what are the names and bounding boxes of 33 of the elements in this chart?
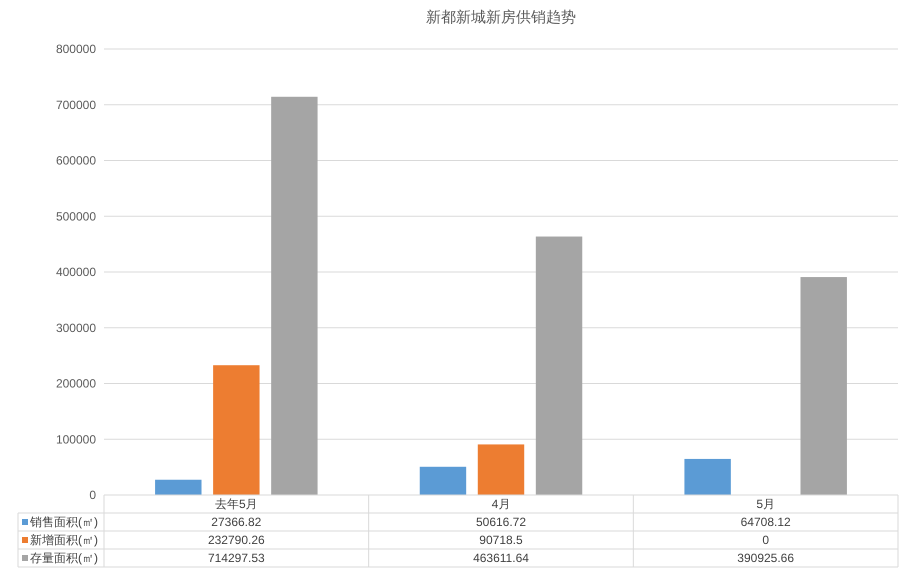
data-label: 714297.53 — [208, 551, 266, 566]
x-tick-label: 4月 — [492, 497, 510, 512]
bar — [800, 277, 847, 495]
y-tick-label: 700000 — [56, 98, 96, 112]
data-label: 50616.72 — [476, 515, 526, 530]
data-label: 463611.64 — [473, 551, 530, 566]
y-tick-label: 400000 — [56, 265, 96, 280]
data-label: 90718.5 — [479, 533, 524, 548]
data-label: 0 — [762, 533, 770, 548]
bar — [271, 96, 318, 495]
data-label: 232790.26 — [208, 533, 266, 548]
chart-title: 新都新城新房供销趋势 — [426, 9, 576, 26]
data-label: 27366.82 — [211, 515, 262, 530]
y-tick-label: 600000 — [56, 154, 96, 168]
x-tick-label: 5月 — [756, 497, 776, 512]
bar — [155, 480, 202, 495]
bar — [478, 444, 524, 495]
y-tick-label: 0 — [89, 488, 96, 502]
y-tick-label: 300000 — [56, 320, 96, 335]
legend-label: 销售面积(㎡) — [29, 515, 98, 530]
x-tick-label: 去年5月 — [214, 497, 258, 512]
bar — [420, 466, 466, 495]
bar — [213, 365, 260, 495]
data-label: 64708.12 — [740, 515, 792, 530]
legend-label: 存量面积(㎡) — [30, 551, 98, 566]
legend-label: 新增面积(㎡) — [30, 533, 98, 548]
bar — [536, 236, 582, 495]
y-tick-label: 100000 — [56, 432, 96, 446]
y-tick-label: 800000 — [56, 42, 96, 56]
y-tick-label: 500000 — [56, 209, 96, 224]
data-label: 390925.66 — [737, 551, 794, 566]
bar — [684, 458, 731, 495]
y-tick-label: 200000 — [56, 376, 96, 391]
